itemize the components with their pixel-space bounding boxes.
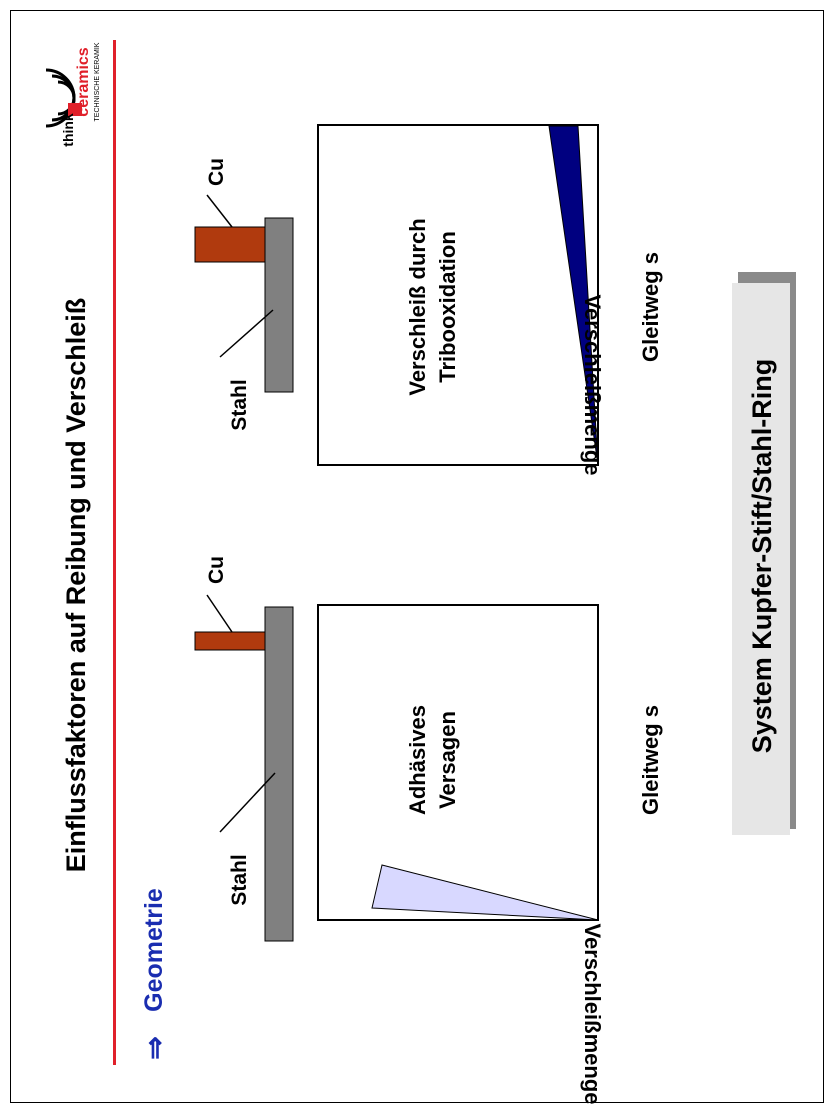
tribooxidation-wear-region (548, 125, 599, 466)
logo-word-think: think (60, 113, 76, 147)
steel-label: Stahl (228, 379, 251, 430)
logo-word-ceramics: ceramics (75, 47, 92, 116)
system-caption: System Kupfer-Stift/Stahl-Ring (747, 359, 777, 754)
plot-frame (317, 124, 599, 466)
region-label-line1: Verschleiß durch (405, 218, 430, 395)
copper-label: Cu (205, 556, 228, 584)
section-label: Geometrie (140, 888, 168, 1012)
caption-box (732, 283, 790, 835)
copper-leader-line (206, 594, 233, 633)
company-logo: think ceramics TECHNISCHE KERAMIK (45, 42, 101, 147)
steel-ring-bar (264, 217, 294, 393)
region-label-line2: Versagen (435, 711, 460, 809)
region-label-line2: Tribooxidation (435, 231, 460, 383)
slide-frame (10, 10, 824, 1103)
title-rule (113, 40, 116, 1065)
copper-leader-line (206, 194, 233, 228)
copper-pin (194, 631, 266, 651)
left-wear-plot: Adhäsives Versagen Verschleißmenge Gleit… (317, 604, 663, 1105)
x-axis-label: Gleitweg s (638, 705, 663, 815)
adhesive-wear-region (371, 864, 599, 921)
steel-leader-line (219, 309, 274, 358)
region-label-line1: Adhäsives (405, 705, 430, 815)
right-wear-plot: Verschleiß durch Tribooxidation Verschle… (317, 124, 663, 476)
logo-tagline: TECHNISCHE KERAMIK (94, 42, 101, 121)
x-axis-label: Gleitweg s (638, 252, 663, 362)
left-geometry-sketch: Cu Stahl (194, 556, 294, 942)
y-axis-label: Verschleißmenge (580, 295, 605, 476)
logo-red-mark (68, 103, 82, 116)
right-geometry-sketch: Cu Stahl (194, 158, 294, 431)
system-caption-box: System Kupfer-Stift/Stahl-Ring (732, 272, 796, 835)
plot-frame (317, 604, 599, 921)
logo-arcs-icon (45, 68, 76, 128)
y-axis-label: Verschleißmenge (580, 924, 605, 1105)
slide-title: Einflussfaktoren auf Reibung und Verschl… (61, 298, 91, 873)
section-arrow: ⇒ (139, 1036, 170, 1059)
steel-label: Stahl (228, 854, 251, 905)
steel-ring-bar (264, 606, 294, 942)
copper-label: Cu (205, 158, 228, 186)
steel-leader-line (219, 772, 276, 833)
copper-pin (194, 226, 266, 263)
